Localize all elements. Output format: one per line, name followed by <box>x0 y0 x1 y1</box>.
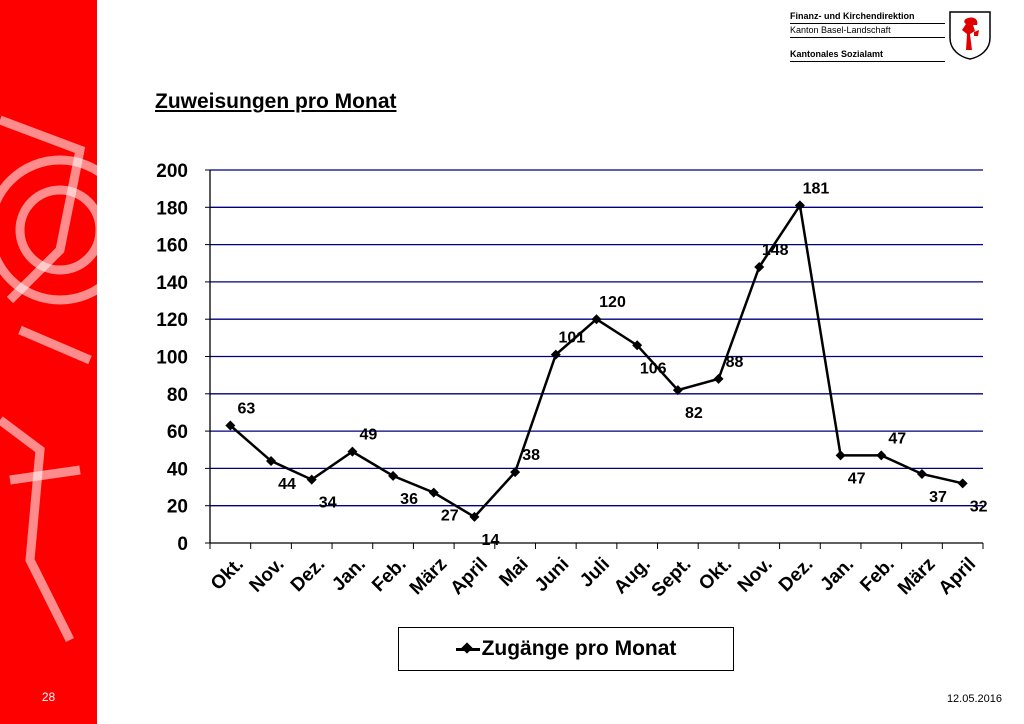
x-tick-label: März <box>894 554 939 599</box>
data-label: 37 <box>929 489 947 506</box>
data-label: 101 <box>558 330 585 347</box>
sidebar-decoration: 28 <box>0 0 97 724</box>
y-tick-label: 40 <box>167 459 188 480</box>
y-tick-label: 160 <box>156 236 188 257</box>
x-tick-label: Dez. <box>775 554 817 596</box>
data-point <box>794 200 805 211</box>
organization-header: Finanz- und Kirchendirektion Kanton Base… <box>790 10 945 62</box>
data-label: 34 <box>319 495 337 512</box>
y-tick-label: 0 <box>177 534 188 555</box>
data-point <box>916 468 927 479</box>
crest-watermark-icon <box>0 115 97 643</box>
data-label: 120 <box>599 294 626 311</box>
line-chart: 020406080100120140160180200Okt.Nov.Dez.J… <box>156 161 988 602</box>
data-point <box>591 314 602 325</box>
slide-date: 12.05.2016 <box>946 693 1002 705</box>
y-tick-label: 120 <box>156 310 188 331</box>
data-point <box>550 349 561 360</box>
data-point <box>957 478 968 489</box>
page-number: 28 <box>41 690 56 704</box>
data-label: 63 <box>237 401 255 418</box>
y-tick-label: 140 <box>156 273 188 294</box>
data-point <box>632 340 643 351</box>
data-label: 47 <box>888 430 906 447</box>
slide-title: Zuweisungen pro Monat <box>155 90 397 113</box>
data-label: 14 <box>482 532 500 549</box>
y-tick-label: 200 <box>156 161 188 182</box>
data-point <box>266 455 277 466</box>
y-tick-label: 20 <box>167 497 188 518</box>
legend-label: Zugänge pro Monat <box>481 637 677 660</box>
chart-legend: Zugänge pro Monat <box>398 627 734 671</box>
data-point <box>347 446 358 457</box>
data-point <box>754 261 765 272</box>
x-tick-label: Jan. <box>328 554 370 596</box>
x-tick-label: Feb. <box>368 554 410 596</box>
data-label: 88 <box>726 354 744 371</box>
data-label: 49 <box>359 427 377 444</box>
data-label: 148 <box>762 242 789 259</box>
x-tick-label: Juli <box>576 554 614 592</box>
x-tick-label: Juni <box>531 554 573 596</box>
x-tick-label: April <box>935 554 980 599</box>
data-point <box>306 474 317 485</box>
x-tick-label: Okt. <box>207 554 248 595</box>
data-label: 27 <box>441 508 459 525</box>
data-label: 181 <box>803 180 830 197</box>
y-tick-label: 60 <box>167 422 188 443</box>
data-point <box>876 450 887 461</box>
y-tick-label: 180 <box>156 198 188 219</box>
org-line-3: Kantonales Sozialamt <box>790 48 945 62</box>
org-line-1: Finanz- und Kirchendirektion <box>790 10 945 24</box>
org-line-2: Kanton Basel-Landschaft <box>790 24 945 38</box>
data-point <box>388 470 399 481</box>
x-tick-label: Feb. <box>856 554 898 596</box>
data-label: 44 <box>278 476 296 493</box>
data-point <box>672 385 683 396</box>
x-tick-label: Okt. <box>695 554 736 595</box>
data-point <box>835 450 846 461</box>
data-point <box>510 467 521 478</box>
x-tick-label: Nov. <box>246 554 289 597</box>
x-tick-label: März <box>406 554 451 599</box>
x-tick-label: Jan. <box>816 554 858 596</box>
data-point <box>469 511 480 522</box>
data-point <box>713 373 724 384</box>
x-tick-label: Aug. <box>610 554 655 599</box>
data-label: 106 <box>640 360 667 377</box>
data-label: 36 <box>400 491 418 508</box>
x-tick-label: April <box>447 554 492 599</box>
x-tick-label: Mai <box>495 554 532 591</box>
data-label: 82 <box>685 405 703 422</box>
data-label: 47 <box>848 470 866 487</box>
x-tick-label: Nov. <box>734 554 777 597</box>
data-label: 32 <box>970 498 988 515</box>
x-tick-label: Sept. <box>648 554 696 602</box>
y-tick-label: 80 <box>167 385 188 406</box>
y-tick-label: 100 <box>156 348 188 369</box>
data-point <box>428 487 439 498</box>
data-point <box>225 420 236 431</box>
coat-of-arms-icon <box>949 11 991 60</box>
data-label: 38 <box>522 447 540 464</box>
x-tick-label: Dez. <box>287 554 329 596</box>
legend-line-marker-icon <box>455 641 480 654</box>
